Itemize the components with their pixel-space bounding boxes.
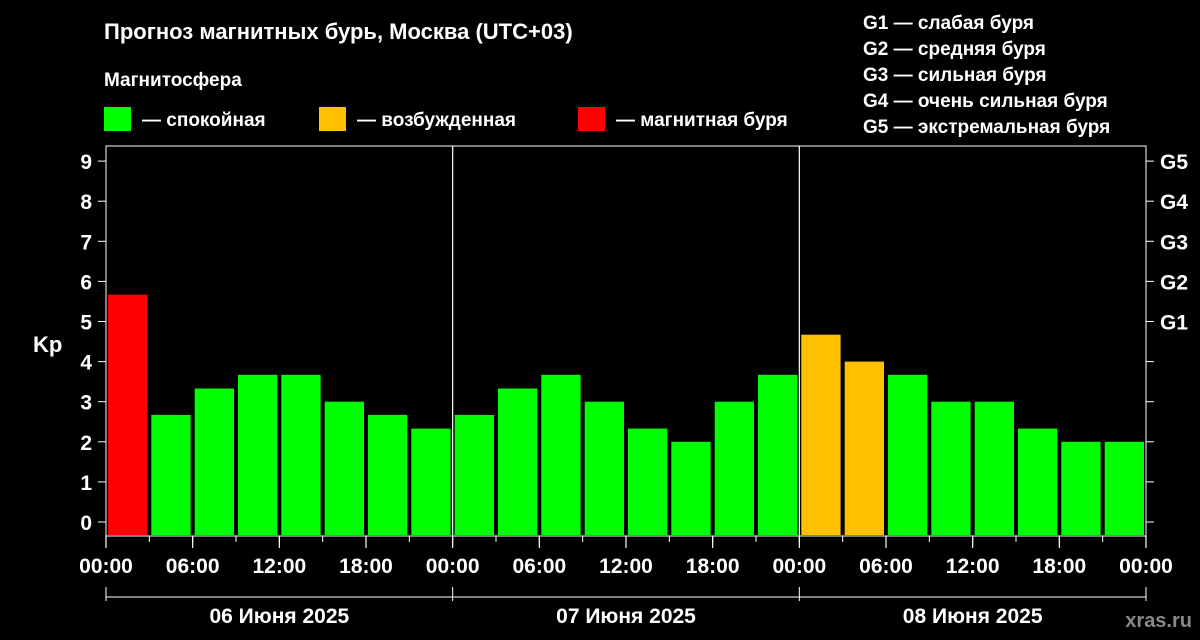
day-label: 06 Июня 2025 — [209, 605, 349, 628]
kp-bar — [671, 441, 711, 535]
kp-bar — [541, 374, 581, 535]
x-tick-label: 12:00 — [946, 555, 1000, 578]
kp-bar — [498, 388, 538, 535]
kp-bar — [974, 401, 1014, 535]
kp-bar — [714, 401, 754, 535]
y-axis: 0 1 2 3 4 5 6 7 8 9 — [80, 151, 106, 535]
day-label: 07 Июня 2025 — [556, 605, 696, 628]
x-tick-label: 00:00 — [426, 555, 480, 578]
x-axis: 00:00 06:00 12:00 18:00 00:00 06:00 12:00 18:00… — [79, 536, 1173, 578]
y-tick-label: 5 — [80, 312, 92, 335]
x-tick-label: 06:00 — [512, 555, 566, 578]
kp-bar — [584, 401, 624, 535]
legend-swatch-quiet — [104, 107, 131, 131]
y-tick-label: 4 — [80, 352, 92, 375]
y-tick-label: 7 — [80, 231, 92, 254]
kp-bar — [801, 334, 841, 535]
chart-title: Прогноз магнитных бурь, Москва (UTC+03) — [104, 19, 573, 44]
kp-bar — [888, 374, 928, 535]
x-tick-label: 12:00 — [252, 555, 306, 578]
kp-bar — [194, 388, 234, 535]
y-axis-label: Kp — [33, 332, 62, 357]
y-tick-label: 6 — [80, 271, 92, 294]
kp-bar — [368, 414, 408, 535]
y-tick-label: 9 — [80, 151, 92, 174]
x-tick-label: 18:00 — [1032, 555, 1086, 578]
day-label: 08 Июня 2025 — [903, 605, 1043, 628]
g-tick-label: G2 — [1160, 271, 1188, 294]
kp-bar — [1018, 428, 1058, 535]
g-legend-g5: G5 — экстремальная буря — [863, 117, 1110, 138]
kp-bar — [628, 428, 668, 535]
x-tick-label: 06:00 — [859, 555, 913, 578]
legend-label-storm: — магнитная буря — [616, 110, 788, 131]
x-tick-label: 00:00 — [772, 555, 826, 578]
x-tick-label: 12:00 — [599, 555, 653, 578]
legend-label-disturbed: — возбужденная — [357, 110, 516, 131]
g-legend-g2: G2 — средняя буря — [863, 39, 1046, 60]
kp-bar — [454, 414, 494, 535]
legend-swatch-storm — [578, 107, 605, 131]
legend-swatch-disturbed — [319, 107, 346, 131]
kp-bar — [238, 374, 278, 535]
kp-bar — [324, 401, 364, 535]
day-dividers — [452, 146, 800, 536]
y-tick-label: 2 — [80, 432, 92, 455]
g-tick-label: G5 — [1160, 151, 1188, 174]
g-legend-g3: G3 — сильная буря — [863, 65, 1047, 86]
kp-bar — [1061, 441, 1101, 535]
kp-bar — [931, 401, 971, 535]
kp-bar — [758, 374, 798, 535]
kp-bar — [151, 414, 191, 535]
y-tick-label: 1 — [80, 472, 92, 495]
bars-layer — [108, 294, 1144, 535]
y-tick-label: 3 — [80, 392, 92, 415]
x-tick-label: 00:00 — [79, 555, 133, 578]
watermark: xras.ru — [1125, 610, 1192, 632]
x-tick-label: 18:00 — [686, 555, 740, 578]
x-tick-label: 00:00 — [1119, 555, 1173, 578]
g-legend-g1: G1 — слабая буря — [863, 13, 1034, 34]
kp-bar — [281, 374, 321, 535]
x-tick-label: 18:00 — [339, 555, 393, 578]
kp-bar — [1104, 441, 1144, 535]
g-tick-label: G3 — [1160, 231, 1188, 254]
chart-subtitle: Магнитосфера — [104, 70, 242, 91]
g-tick-label: G4 — [1160, 191, 1188, 214]
day-brackets: 06 Июня 2025 07 Июня 2025 08 Июня 2025 — [105, 587, 1147, 628]
g-tick-label: G1 — [1160, 312, 1188, 335]
kp-bar — [411, 428, 451, 535]
g-scale-axis: G1 G2 G3 G4 G5 — [1146, 151, 1188, 523]
y-tick-label: 0 — [80, 512, 92, 535]
kp-bar — [108, 294, 148, 535]
x-tick-label: 06:00 — [166, 555, 220, 578]
kp-bar — [844, 361, 884, 535]
y-tick-label: 8 — [80, 191, 92, 214]
g-legend-g4: G4 — очень сильная буря — [863, 91, 1108, 112]
legend-label-quiet: — спокойная — [142, 110, 266, 131]
